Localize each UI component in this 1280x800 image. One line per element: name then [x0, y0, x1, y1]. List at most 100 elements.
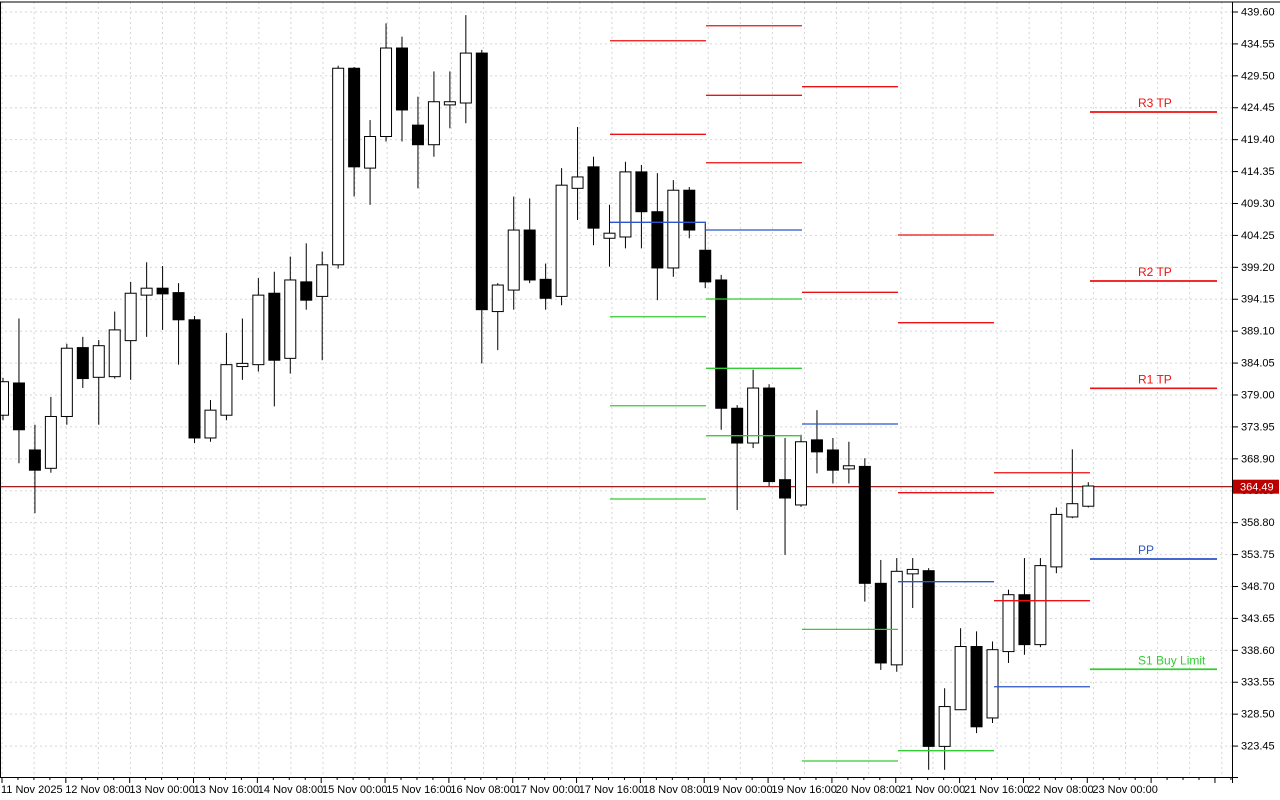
price-tick-label: 373.95: [1241, 421, 1275, 433]
labeled-line[interactable]: S1 Buy Limit: [1090, 653, 1217, 671]
candle: [332, 65, 345, 269]
price-axis[interactable]: 439.60 434.55 429.50 424.45 419.40 414.35 409.…: [1232, 7, 1275, 753]
candle-body-bull: [380, 47, 393, 138]
candle-body-bull: [427, 101, 440, 146]
candle: [316, 251, 329, 361]
candle-body-bear: [28, 449, 41, 471]
pivot-line-label: R2 TP: [1138, 265, 1172, 279]
candle: [140, 262, 153, 337]
candle-body-bear: [874, 582, 887, 664]
price-tick-label: 333.55: [1241, 677, 1275, 689]
candle-body-bull: [906, 568, 919, 575]
time-tick-label: 23 Nov 00:00: [1092, 784, 1157, 796]
candle: [699, 223, 712, 289]
candle: [92, 340, 105, 425]
candle-body-bear: [683, 189, 696, 231]
candle-body-bear: [731, 407, 744, 444]
price-tick-label: 394.15: [1241, 294, 1275, 306]
candle: [475, 49, 488, 364]
candle-body-bull: [1050, 513, 1063, 568]
candle-body-bull: [571, 176, 584, 189]
candle: [204, 400, 217, 442]
candle: [491, 283, 504, 351]
candle-body-bull: [459, 52, 472, 104]
labeled-line[interactable]: R1 TP: [1090, 372, 1217, 390]
candle-body-bull: [236, 362, 249, 368]
candle: [300, 243, 313, 310]
candle-body-bear: [1018, 594, 1031, 646]
pivot-line-label: R1 TP: [1138, 372, 1172, 386]
candle: [986, 641, 999, 723]
candle: [826, 437, 839, 484]
candle: [922, 568, 935, 770]
price-tick-label: 358.80: [1241, 517, 1275, 529]
candle-body-bull: [220, 364, 233, 416]
candle: [380, 23, 393, 142]
candle-body-bull: [443, 101, 456, 106]
candle: [651, 173, 664, 301]
price-tick-label: 389.10: [1241, 326, 1275, 338]
time-tick-label: 12 Nov 08:00: [65, 784, 130, 796]
candle: [188, 315, 201, 444]
candle-body-bear: [300, 281, 313, 301]
price-tick-label: 424.45: [1241, 102, 1275, 114]
candle-body-bull: [60, 347, 73, 417]
pivot-segments: [610, 25, 1090, 762]
time-tick-label: 17 Nov 16:00: [579, 784, 644, 796]
price-tick-label: 384.05: [1241, 358, 1275, 370]
candle: [938, 688, 951, 770]
price-tick-label: 419.40: [1241, 134, 1275, 146]
price-tick-label: 434.55: [1241, 38, 1275, 50]
price-tick-label: 379.00: [1241, 389, 1275, 401]
candle: [459, 15, 472, 124]
labeled-line[interactable]: PP: [1090, 543, 1217, 560]
candle-body-bull: [842, 465, 855, 470]
candle: [1050, 507, 1063, 574]
candle: [396, 36, 408, 142]
price-tick-label: 343.65: [1241, 613, 1275, 625]
candle: [1082, 482, 1095, 508]
candle: [523, 198, 536, 284]
time-tick-label: 20 Nov 08:00: [836, 784, 901, 796]
candle: [906, 558, 919, 608]
labeled-line[interactable]: R2 TP: [1090, 265, 1217, 282]
candle-body-bull: [252, 294, 265, 366]
candle: [890, 558, 903, 672]
candle: [172, 283, 185, 365]
labeled-line[interactable]: R3 TP: [1090, 96, 1217, 113]
candle-body-bear: [268, 292, 281, 361]
candle: [0, 377, 9, 421]
candle-body-bear: [76, 347, 89, 380]
price-tick-label: 368.90: [1241, 453, 1275, 465]
chart-borders: [0, 1, 1280, 783]
candle: [555, 168, 568, 306]
time-tick-label: 21 Nov 00:00: [900, 784, 965, 796]
candle: [1002, 589, 1015, 663]
candle-body-bull: [204, 409, 217, 439]
candle: [683, 187, 696, 239]
candle-body-bear: [475, 52, 488, 311]
candle-body-bull: [44, 415, 57, 469]
time-tick-label: 14 Nov 08:00: [258, 784, 323, 796]
time-tick-label: 15 Nov 00:00: [322, 784, 387, 796]
candle-body-bear: [763, 387, 776, 483]
time-tick-label: 11 Nov 2025: [1, 784, 63, 796]
candle: [124, 281, 137, 380]
candle-body-bear: [922, 570, 935, 747]
time-tick-label: 22 Nov 08:00: [1028, 784, 1093, 796]
current-price-badge-text: 364.49: [1240, 482, 1274, 494]
time-tick-label: 16 Nov 08:00: [450, 784, 515, 796]
candle: [970, 631, 983, 734]
candle: [779, 437, 792, 555]
candle: [427, 71, 440, 157]
pivot-line-label: S1 Buy Limit: [1138, 653, 1206, 667]
candle-body-bull: [108, 329, 121, 378]
price-tick-label: 404.25: [1241, 230, 1275, 242]
candle-body-bull: [555, 184, 568, 297]
candle-body-bear: [779, 479, 792, 499]
current-price-badge: 364.49: [1233, 479, 1279, 494]
candle-body-bear: [651, 211, 664, 269]
